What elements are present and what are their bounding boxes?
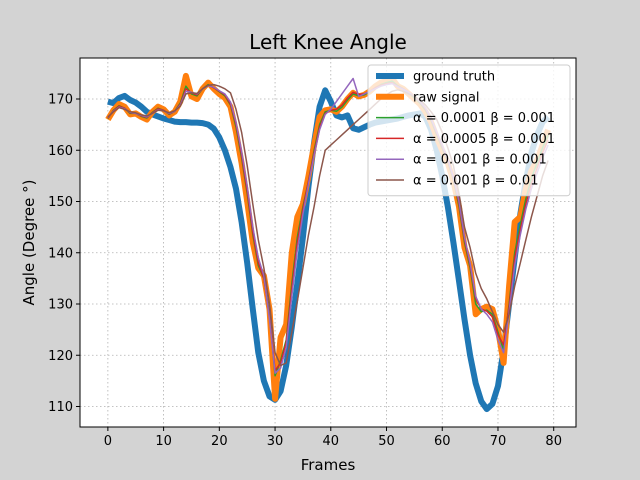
x-tick-label: 30: [267, 434, 284, 449]
x-tick-label: 0: [104, 434, 112, 449]
x-tick-label: 70: [490, 434, 507, 449]
y-axis-title: Angle (Degree °): [20, 179, 38, 305]
legend-label: ground truth: [413, 70, 495, 85]
x-tick-label: 50: [378, 434, 395, 449]
x-tick-label: 40: [323, 434, 340, 449]
y-tick-label: 130: [48, 298, 73, 313]
legend-label: α = 0.001 β = 0.001: [413, 153, 547, 168]
y-tick-label: 170: [48, 93, 73, 108]
x-axis-title: Frames: [301, 456, 356, 474]
legend-label: raw signal: [413, 90, 480, 105]
legend-label: α = 0.0005 β = 0.001: [413, 132, 555, 147]
y-tick-label: 140: [48, 246, 73, 261]
x-tick-label: 80: [545, 434, 562, 449]
y-tick-label: 110: [48, 400, 73, 415]
legend-label: α = 0.0001 β = 0.001: [413, 111, 555, 126]
series-lines: [105, 72, 551, 413]
y-tick-label: 160: [48, 144, 73, 159]
y-tick-label: 120: [48, 349, 73, 364]
x-tick-label: 20: [211, 434, 228, 449]
series-line-1: [105, 72, 551, 402]
y-tick-label: 150: [48, 195, 73, 210]
x-tick-label: 10: [155, 434, 172, 449]
x-tick-label: 60: [434, 434, 451, 449]
series-line-5: [107, 83, 549, 367]
axis-ticks: 0 10 20 30 40 50 60 70 80 110 120 130 140 150 160 170: [48, 93, 562, 450]
plot-frame: [79, 57, 577, 428]
series-line-0: [107, 87, 551, 413]
legend: ground truth raw signal α = 0.0001 β = 0.0…: [367, 64, 571, 197]
chart-title: Left Knee Angle: [249, 30, 407, 54]
legend-label: α = 0.001 β = 0.01: [413, 174, 538, 189]
legend-box: [367, 64, 571, 197]
